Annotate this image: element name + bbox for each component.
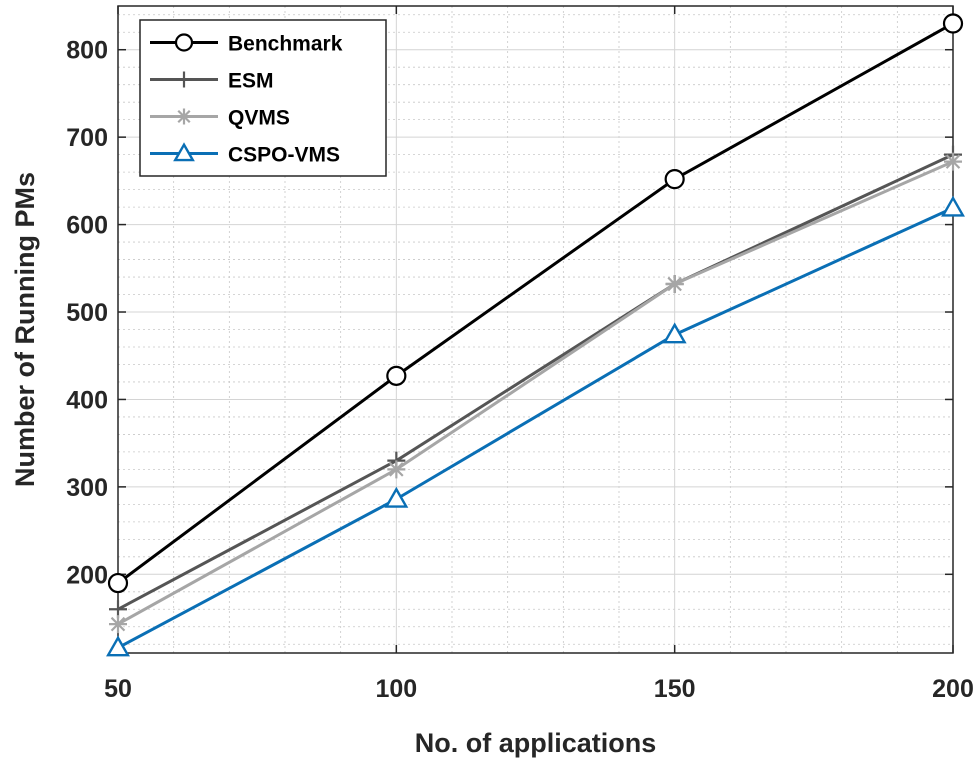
legend-item: QVMS [150, 107, 290, 130]
series-line [117, 160, 954, 626]
data-point [109, 615, 127, 634]
series-group [106, 13, 965, 657]
legend-label: CSPO-VMS [228, 144, 340, 167]
x-tick-label: 50 [104, 675, 132, 703]
legend-label: ESM [228, 70, 274, 93]
y-tick-label: 600 [66, 212, 108, 240]
data-point [665, 275, 684, 294]
data-point [107, 572, 129, 594]
x-tick-label: 150 [654, 675, 696, 703]
legend-label: QVMS [228, 107, 290, 130]
x-tick-label: 100 [375, 675, 417, 703]
data-point [944, 152, 962, 171]
data-point [176, 108, 192, 125]
y-tick-label: 300 [66, 474, 108, 502]
y-tick-label: 500 [66, 299, 108, 327]
data-point [106, 635, 130, 657]
y-tick-label: 200 [66, 561, 108, 589]
series-line [117, 206, 954, 650]
y-axis-label: Number of Running PMs [10, 172, 40, 487]
series-qvms [109, 152, 962, 634]
series-benchmark [107, 13, 964, 594]
legend-label: Benchmark [228, 33, 343, 56]
legend: Benchmark ESM QVMS CSPO-VMS [139, 19, 387, 177]
data-point [942, 13, 964, 34]
series-cspo-vms [106, 195, 965, 657]
data-point [387, 460, 406, 479]
axis-ticks: 50 100 150 200 200 300 400 500 600 700 800 [66, 6, 974, 703]
data-point [384, 486, 409, 508]
y-tick-label: 800 [66, 37, 108, 65]
x-tick-label: 200 [932, 675, 974, 703]
x-axis-label: No. of applications [415, 728, 657, 758]
y-tick-label: 400 [66, 386, 108, 414]
data-point [662, 322, 687, 344]
data-point [386, 365, 407, 386]
data-point [174, 33, 194, 52]
series-line [117, 153, 954, 611]
series-line [117, 22, 954, 585]
legend-item: CSPO-VMS [150, 142, 340, 167]
plot-area [117, 5, 954, 654]
data-point [941, 195, 965, 217]
data-point [173, 142, 195, 162]
legend-item: ESM [150, 70, 274, 93]
data-point [664, 169, 685, 190]
legend-item: Benchmark [150, 33, 343, 56]
data-point [176, 71, 192, 88]
y-tick-label: 700 [66, 124, 108, 152]
